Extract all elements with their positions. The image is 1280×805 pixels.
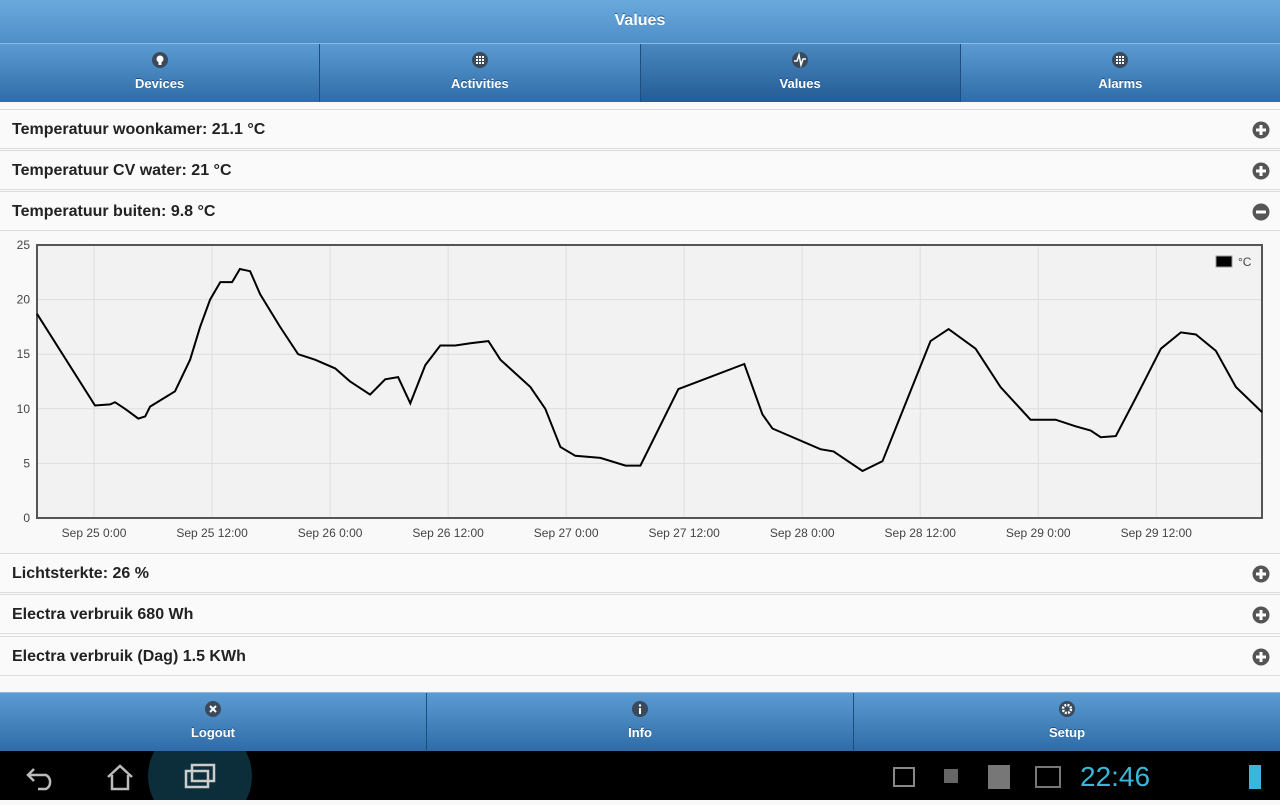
x-tick-label: Sep 25 0:00 [62, 526, 127, 540]
list-item[interactable]: Lichtsterkte: 26 % [0, 553, 1280, 593]
footer-label: Setup [1048, 725, 1086, 740]
x-tick-label: Sep 28 12:00 [885, 526, 957, 540]
footer-bar: Logout Info Setup [0, 692, 1280, 751]
x-tick-label: Sep 27 12:00 [648, 526, 720, 540]
tab[interactable]: Activities [319, 44, 639, 102]
item-label: Electra verbruik 680 Wh [12, 606, 194, 623]
item-label: Lichtsterkte: 26 % [12, 565, 149, 582]
x-tick-label: Sep 26 12:00 [412, 526, 484, 540]
tab-label: Devices [135, 76, 185, 91]
x-tick-label: Sep 29 0:00 [1006, 526, 1071, 540]
x-tick-label: Sep 25 12:00 [176, 526, 248, 540]
footer-button[interactable]: Info [426, 693, 853, 751]
footer-label: Info [628, 725, 652, 740]
list-item[interactable]: Temperatuur woonkamer: 21.1 °C [0, 109, 1280, 149]
expand-icon[interactable] [1252, 565, 1270, 583]
item-label: Temperatuur woonkamer: 21.1 °C [12, 121, 266, 138]
tab-label: Alarms [1098, 76, 1143, 91]
x-tick-label: Sep 26 0:00 [298, 526, 363, 540]
data-line [36, 267, 1263, 473]
list-item[interactable]: Electra verbruik 680 Wh [0, 594, 1280, 634]
expand-icon[interactable] [1252, 162, 1270, 180]
tab[interactable]: Values [639, 44, 960, 102]
item-label: Temperatuur buiten: 9.8 °C [12, 203, 216, 220]
expand-icon[interactable] [1252, 121, 1270, 139]
y-tick-label: 0 [23, 511, 30, 525]
footer-button[interactable]: Setup [853, 693, 1280, 751]
clock: 22:46 [1080, 761, 1150, 792]
list-item[interactable]: Temperatuur CV water: 21 °C [0, 150, 1280, 190]
expand-icon[interactable] [1252, 606, 1270, 624]
legend-swatch [1215, 255, 1233, 268]
y-tick-label: 5 [23, 456, 30, 470]
y-tick-label: 10 [17, 402, 31, 416]
collapse-icon[interactable] [1252, 203, 1270, 221]
y-tick-label: 15 [17, 347, 31, 361]
tab[interactable]: Devices [0, 44, 319, 102]
x-tick-label: Sep 27 0:00 [534, 526, 599, 540]
tab-label: Values [779, 76, 821, 91]
y-tick-label: 20 [17, 293, 31, 307]
expand-icon[interactable] [1252, 648, 1270, 666]
footer-label: Logout [190, 725, 236, 740]
x-tick-label: Sep 29 12:00 [1121, 526, 1193, 540]
plot-border [36, 244, 1263, 519]
legend-label: °C [1238, 255, 1252, 269]
tab-bar: Devices Activities Values Alarms [0, 43, 1280, 102]
item-label: Electra verbruik (Dag) 1.5 KWh [12, 648, 246, 665]
tab-label: Activities [450, 76, 509, 91]
system-icons: 22:46 [26, 724, 1261, 805]
tab[interactable]: Alarms [959, 44, 1280, 102]
item-label: Temperatuur CV water: 21 °C [12, 162, 232, 179]
plot-area [37, 245, 1262, 518]
system-bar: 22:46 [0, 724, 1280, 805]
y-tick-label: 25 [17, 238, 31, 252]
list-item[interactable]: Electra verbruik (Dag) 1.5 KWh [0, 636, 1280, 676]
x-tick-label: Sep 28 0:00 [770, 526, 835, 540]
chart: 0 5 10 15 20 25 Sep 25 0:00 Sep 25 12:00 Sep 26 … [17, 238, 1263, 540]
footer-button[interactable]: Logout [0, 693, 426, 751]
list-item[interactable]: Temperatuur buiten: 9.8 °C [0, 191, 1280, 231]
header-title: Values [0, 0, 1280, 43]
